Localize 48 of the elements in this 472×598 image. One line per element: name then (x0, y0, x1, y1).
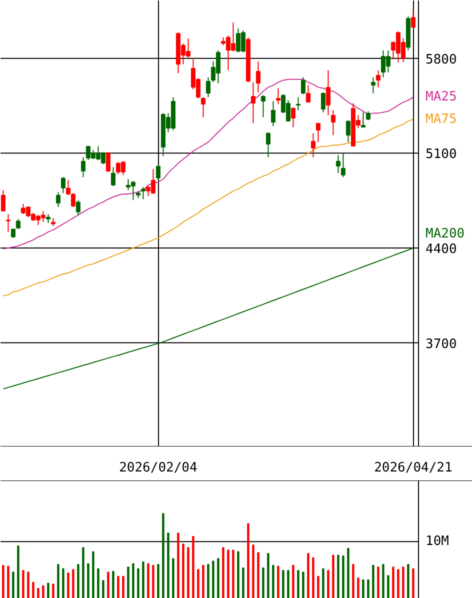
candlestick (140, 186, 146, 200)
series-label: MA75 (426, 112, 457, 127)
candlestick (340, 152, 346, 178)
candlestick (290, 106, 296, 128)
candlestick (330, 110, 336, 136)
candlestick (0, 190, 6, 212)
candlestick (336, 154, 340, 174)
candlestick (6, 214, 10, 232)
x-tick-label: 2026/04/21 (374, 460, 452, 476)
candlestick (300, 76, 306, 95)
candlestick (326, 70, 330, 116)
candlestick (200, 96, 206, 118)
candlestick (266, 132, 270, 158)
candlestick (270, 100, 276, 127)
candlestick (370, 76, 376, 94)
candlestick (360, 112, 366, 128)
line-series (2, 248, 414, 390)
candlestick (16, 218, 20, 230)
y-tick-label: 5100 (426, 147, 457, 162)
candlestick (310, 132, 316, 158)
series-label: MA200 (426, 226, 465, 242)
y-tick-label: 3700 (426, 336, 457, 352)
candlestick (296, 96, 300, 111)
x-tick-label: 2026/02/04 (119, 460, 198, 476)
candlestick (250, 82, 256, 124)
candlestick (346, 120, 350, 143)
candlestick (80, 156, 86, 178)
line-series (2, 118, 414, 296)
line-series (2, 78, 414, 250)
candlestick (256, 60, 260, 93)
candlestick (60, 176, 66, 194)
candlestick (260, 94, 266, 118)
candlestick (410, 8, 416, 28)
candlestick (76, 200, 80, 216)
candlestick (206, 76, 210, 98)
candlestick (276, 88, 280, 105)
y-tick-label: 4400 (426, 242, 457, 257)
candlestick (106, 152, 110, 173)
candlestick (156, 164, 160, 181)
y-tick-label: 5800 (426, 52, 457, 68)
ref-line-label: 10M (426, 534, 450, 550)
candlestick (56, 192, 60, 208)
series-label: MA25 (426, 90, 457, 105)
candlestick (376, 70, 380, 88)
candlestick (316, 122, 320, 143)
candlestick (320, 92, 326, 113)
candlestick (306, 84, 310, 103)
candlestick (110, 166, 116, 187)
